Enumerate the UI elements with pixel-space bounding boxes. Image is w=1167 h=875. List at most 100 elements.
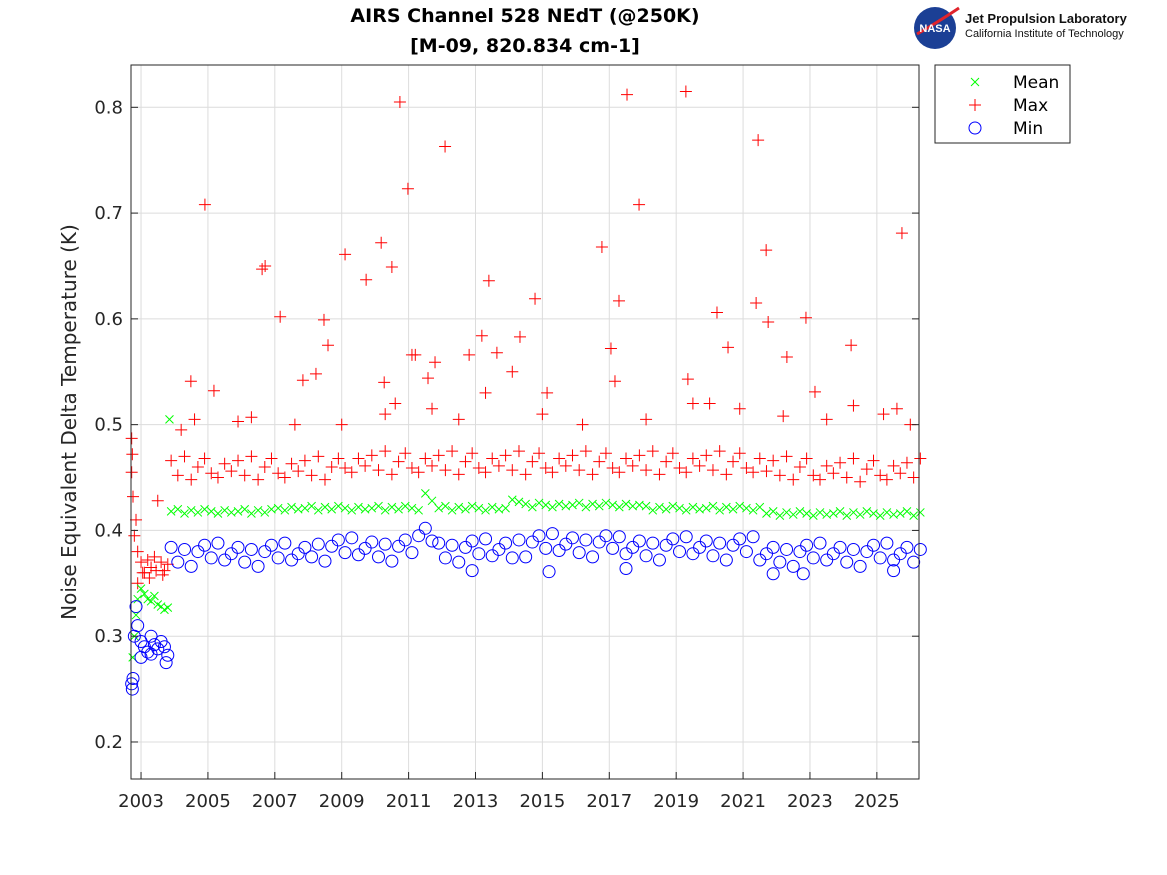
- max-point: [599, 447, 612, 460]
- max-point: [762, 316, 775, 329]
- max-point: [272, 467, 285, 480]
- max-point: [429, 356, 442, 369]
- y-tick-label: 0.5: [94, 415, 123, 436]
- min-point: [652, 553, 666, 567]
- max-point: [188, 413, 201, 426]
- mean-point: [140, 589, 149, 599]
- mean-point: [608, 500, 617, 510]
- series-max: [125, 85, 927, 590]
- max-point: [490, 346, 503, 359]
- max-point: [232, 415, 245, 428]
- mean-point: [621, 499, 631, 509]
- mean-point: [514, 497, 524, 507]
- max-point: [309, 367, 322, 380]
- max-point: [317, 313, 330, 326]
- mean-point: [407, 503, 417, 513]
- max-point: [207, 384, 220, 397]
- max-point: [401, 182, 414, 195]
- legend: Mean Max Min: [934, 64, 1071, 144]
- mean-point: [427, 496, 437, 506]
- max-point: [335, 418, 348, 431]
- max-point: [452, 413, 465, 426]
- min-point: [147, 638, 161, 652]
- mean-point: [320, 502, 330, 512]
- min-point: [833, 540, 847, 554]
- min-point: [519, 550, 533, 564]
- mean-point: [280, 505, 290, 515]
- mean-point: [895, 509, 905, 518]
- mean-point: [173, 504, 183, 514]
- mean-point: [487, 502, 497, 512]
- max-point: [339, 462, 352, 475]
- max-point: [385, 261, 398, 274]
- max-point: [827, 467, 840, 480]
- mean-point: [735, 501, 745, 511]
- max-point: [256, 263, 269, 276]
- min-point: [418, 521, 432, 535]
- mean-point: [862, 507, 872, 516]
- legend-item-min: Min: [968, 119, 1043, 139]
- min-point: [699, 534, 713, 548]
- min-point: [512, 533, 526, 547]
- max-point: [807, 469, 820, 482]
- max-point: [733, 402, 746, 415]
- x-tick-label: 2011: [386, 791, 432, 812]
- svg-text:NASA: NASA: [919, 23, 950, 35]
- max-point: [867, 454, 880, 467]
- max-point: [125, 432, 138, 445]
- min-point: [331, 533, 345, 547]
- mean-point: [588, 499, 597, 509]
- max-point: [640, 413, 653, 426]
- mean-point: [768, 507, 778, 516]
- min-point: [141, 645, 155, 659]
- max-point: [198, 198, 211, 211]
- mean-point: [206, 507, 216, 516]
- max-point: [573, 464, 586, 477]
- max-point: [894, 467, 907, 480]
- x-tick-label: 2017: [586, 791, 632, 812]
- mean-point: [849, 508, 858, 517]
- max-point: [679, 85, 692, 98]
- min-point: [264, 538, 278, 552]
- mean-point: [742, 503, 751, 513]
- mean-point: [193, 508, 203, 517]
- min-point: [773, 555, 787, 569]
- mean-point: [247, 509, 256, 518]
- mean-point: [641, 501, 651, 511]
- min-point: [318, 554, 332, 568]
- max-point: [145, 561, 158, 574]
- min-point: [719, 553, 733, 567]
- mean-point: [748, 505, 758, 515]
- min-point: [452, 555, 466, 569]
- min-point: [572, 546, 586, 560]
- max-point: [713, 445, 726, 458]
- mean-point: [146, 596, 156, 606]
- mean-point: [166, 507, 176, 516]
- max-point: [359, 459, 372, 472]
- mean-point: [521, 499, 531, 509]
- max-point: [151, 494, 164, 507]
- max-point: [205, 467, 218, 480]
- min-point: [198, 538, 212, 552]
- mean-point: [420, 489, 430, 498]
- mean-point: [414, 505, 423, 515]
- max-point: [613, 466, 626, 479]
- max-point: [185, 473, 198, 486]
- mean-point: [762, 509, 771, 518]
- mean-point: [150, 591, 159, 601]
- min-point: [586, 550, 600, 564]
- max-point: [393, 96, 406, 109]
- max-point: [593, 455, 606, 468]
- min-point: [579, 533, 593, 547]
- min-point: [211, 536, 225, 550]
- min-point: [619, 562, 633, 576]
- mean-point: [474, 503, 484, 513]
- max-point: [727, 455, 740, 468]
- max-point: [793, 460, 806, 473]
- max-point: [845, 339, 858, 352]
- mean-point: [601, 498, 611, 508]
- max-point: [750, 297, 763, 309]
- max-point: [608, 375, 621, 388]
- max-point: [422, 372, 435, 385]
- max-point: [225, 465, 238, 478]
